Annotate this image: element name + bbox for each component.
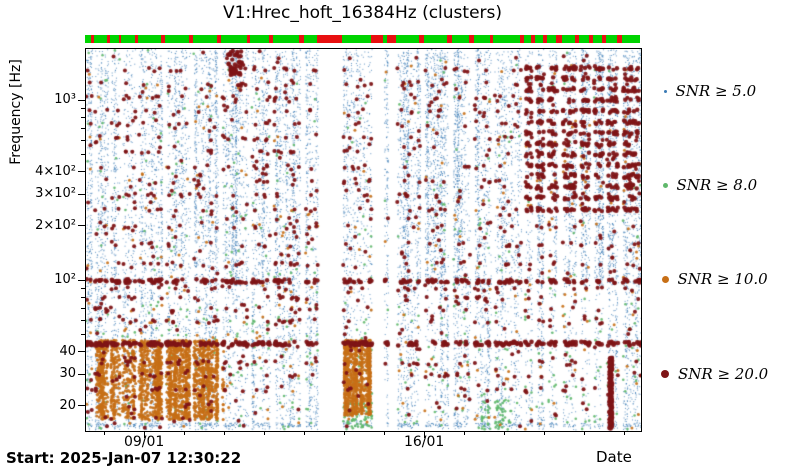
y-major-tick [78, 405, 85, 407]
x-axis-title: Date [596, 448, 632, 466]
x-major-tick [423, 431, 425, 438]
y-axis-title: Frequency [Hz] [8, 59, 24, 165]
y-major-tick [78, 193, 85, 195]
snr8-marker-icon [662, 182, 668, 188]
legend: SNR ≥ 5.0 SNR ≥ 8.0 SNR ≥ 10.0 SNR ≥ 20.… [656, 0, 805, 472]
x-minor-tick [463, 431, 465, 435]
x-minor-tick [343, 431, 345, 435]
x-minor-tick [583, 431, 585, 435]
y-major-tick [78, 373, 85, 375]
state-off-segment [617, 35, 622, 43]
y-major-tick [78, 171, 85, 173]
y-minor-tick [81, 333, 85, 335]
y-tick-label: 3×10² [35, 186, 76, 202]
state-off-segment [602, 35, 606, 43]
x-minor-tick [223, 431, 225, 435]
state-off-segment [135, 35, 138, 43]
legend-label: SNR ≥ 10.0 [677, 270, 768, 288]
detector-state-bar [85, 35, 640, 43]
x-minor-tick [503, 431, 505, 435]
chart-title: V1:Hrec_hoft_16384Hz (clusters) [222, 3, 503, 23]
scatter-canvas [86, 49, 641, 431]
state-off-segment [247, 35, 251, 43]
state-off-segment [489, 35, 494, 43]
state-off-segment [317, 35, 342, 43]
state-off-segment [419, 35, 424, 43]
state-off-segment [543, 35, 548, 43]
y-major-tick [78, 279, 85, 281]
snr20-marker-icon [661, 370, 669, 378]
y-minor-tick [81, 287, 85, 289]
legend-item-snr5: SNR ≥ 5.0 [656, 82, 756, 100]
y-tick-label: 4×10² [35, 163, 76, 179]
x-tick-label: 09/01 [123, 434, 165, 450]
snr10-marker-icon [661, 275, 669, 283]
y-major-tick [78, 99, 85, 101]
state-off-segment [119, 35, 122, 43]
y-minor-tick [81, 139, 85, 141]
start-time-label: Start: 2025-Jan-07 12:30:22 [6, 449, 242, 467]
y-major-tick [78, 225, 85, 227]
state-off-segment [299, 35, 305, 43]
x-minor-tick [103, 431, 105, 435]
y-minor-tick [81, 319, 85, 321]
legend-item-snr20: SNR ≥ 20.0 [656, 365, 768, 383]
legend-label: SNR ≥ 5.0 [675, 82, 757, 100]
y-tick-label: 2×10² [35, 217, 76, 233]
state-off-segment [371, 35, 383, 43]
state-off-segment [217, 35, 222, 43]
y-minor-tick [81, 307, 85, 309]
y-minor-tick [81, 153, 85, 155]
y-minor-tick [81, 297, 85, 299]
x-minor-tick [303, 431, 305, 435]
plot-area [85, 48, 642, 432]
legend-item-snr8: SNR ≥ 8.0 [656, 176, 757, 194]
legend-label: SNR ≥ 20.0 [678, 365, 769, 383]
state-off-segment [556, 35, 562, 43]
x-minor-tick [623, 431, 625, 435]
y-tick-label: 20 [59, 397, 76, 413]
state-off-segment [575, 35, 580, 43]
y-minor-tick [81, 107, 85, 109]
legend-label: SNR ≥ 8.0 [676, 176, 758, 194]
state-off-segment [189, 35, 193, 43]
y-minor-tick [81, 117, 85, 119]
x-tick-label: 16/01 [403, 434, 445, 450]
y-tick-label: 40 [59, 343, 76, 359]
state-off-segment [447, 35, 453, 43]
state-off-segment [387, 35, 397, 43]
state-off-segment [107, 35, 110, 43]
state-off-segment [161, 35, 165, 43]
state-off-segment [531, 35, 536, 43]
state-off-segment [589, 35, 593, 43]
y-minor-tick [81, 127, 85, 129]
x-minor-tick [383, 431, 385, 435]
y-major-tick [78, 351, 85, 353]
state-off-segment [91, 35, 94, 43]
state-off-segment [269, 35, 273, 43]
y-tick-label: 10² [54, 272, 76, 288]
x-minor-tick [183, 431, 185, 435]
x-minor-tick [543, 431, 545, 435]
state-off-segment [469, 35, 474, 43]
x-major-tick [143, 431, 145, 438]
y-tick-label: 10³ [54, 92, 76, 108]
snr5-marker-icon [663, 89, 667, 93]
x-minor-tick [263, 431, 265, 435]
y-tick-label: 30 [59, 366, 76, 382]
state-off-segment [520, 35, 525, 43]
legend-item-snr10: SNR ≥ 10.0 [656, 270, 768, 288]
